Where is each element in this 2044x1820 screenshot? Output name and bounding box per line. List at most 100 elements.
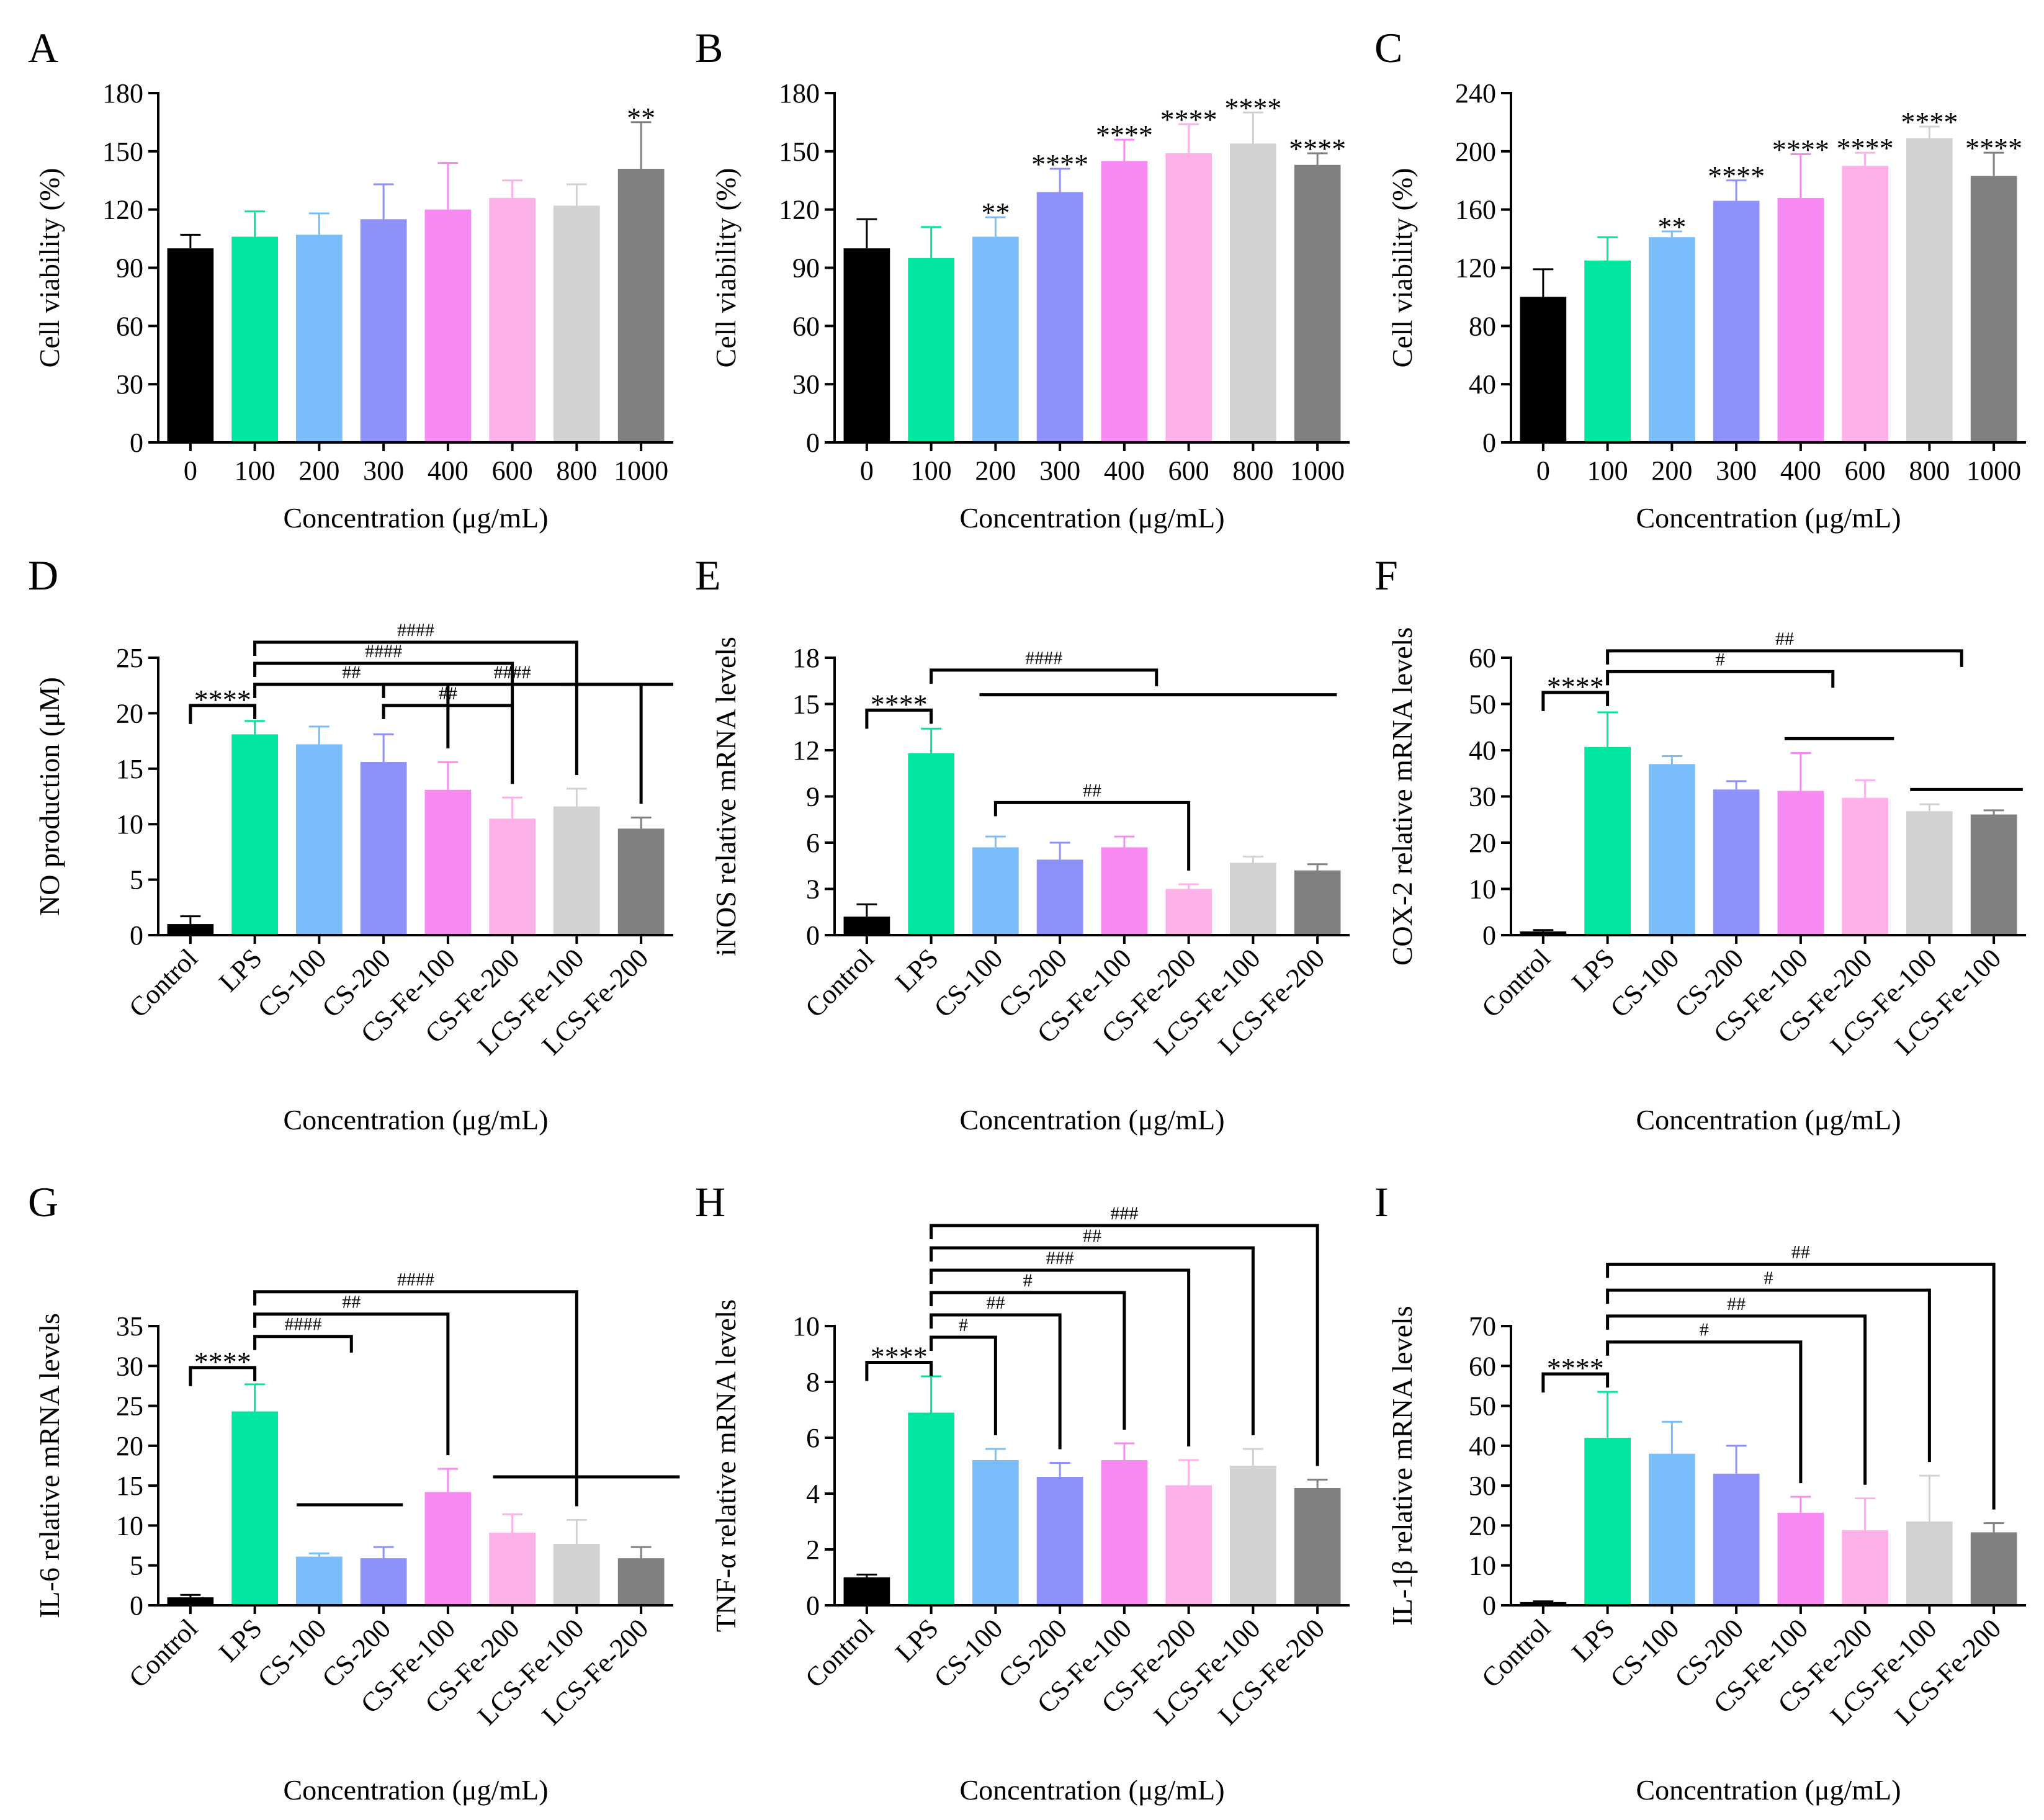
significance-bracket [382,704,514,784]
x-tick-label: CS-100 [928,1613,1009,1693]
y-tick-label: 18 [792,643,820,673]
significance-bracket [930,668,1159,686]
significance-label: ## [1775,629,1794,649]
bar [424,1492,472,1605]
significance-bracket [253,1290,578,1507]
bar [1230,863,1276,935]
significance-label: ## [1083,1226,1101,1246]
bar [1713,200,1760,442]
y-tick-label: 30 [1469,782,1496,812]
y-tick-label: 0 [806,428,820,458]
y-tick-label: 30 [792,369,820,400]
bar [1584,746,1631,935]
bar [843,248,890,442]
bar [1713,789,1760,935]
y-tick-label: 80 [1469,311,1496,341]
significance-label: ## [342,1292,361,1312]
bar [1777,1512,1824,1605]
y-tick-label: 15 [792,689,820,720]
significance-label: **** [871,688,928,720]
x-tick-label: LPS [213,943,267,997]
y-tick-label: 4 [806,1479,820,1509]
bar [296,235,343,442]
bar [296,744,343,935]
x-tick-label: 400 [1104,455,1145,486]
y-tick-label: 5 [130,1551,143,1581]
significance-label: ## [1083,780,1101,800]
panel-a: A ** 0 30 60 90 120 150 180 0 100 200 300 400 600 800 10… [28,24,673,534]
bar [1036,859,1083,935]
y-axis-title: COX-2 relative mRNA levels [1386,627,1418,966]
significance-bracket [1606,1262,1996,1510]
x-tick-label: CS-100 [252,943,333,1023]
x-axis-title: Concentration (μg/mL) [1636,1104,1901,1136]
bar [554,806,600,935]
y-tick-label: 20 [116,698,143,728]
x-tick-label: Control [123,943,204,1023]
y-tick-label: 180 [102,78,143,109]
bar [231,734,278,935]
x-tick-label: 800 [1909,455,1950,486]
significance-label: **** [1031,148,1088,180]
significance-label: **** [1096,119,1153,151]
y-tick-label: 9 [806,782,820,812]
y-axis-title: IL-6 relative mRNA levels [34,1313,65,1618]
bar [296,1556,343,1605]
y-tick-label: 10 [116,809,143,840]
y-tick-label: 70 [1469,1311,1496,1342]
bar [167,924,214,935]
significance-bracket [865,1361,933,1381]
x-tick-label: 1000 [1290,455,1345,486]
bar [1906,811,1953,935]
y-tick-label: 6 [806,828,820,858]
significance-label: **** [871,1341,928,1373]
significance-label: **** [1965,132,2022,164]
significance-label: **** [194,1346,251,1378]
y-tick-label: 40 [1469,369,1496,400]
y-tick-label: 25 [116,643,143,673]
x-tick-label: Control [123,1613,204,1693]
significance-label: #### [397,1270,434,1290]
y-tick-label: 8 [806,1367,820,1397]
y-tick-label: 120 [102,195,143,225]
panel-letter: H [695,1178,725,1226]
x-tick-label: 300 [1716,455,1757,486]
x-tick-label: LPS [1566,943,1620,997]
bar [1649,1453,1695,1605]
bar [908,1412,954,1605]
x-tick-label: 600 [1168,455,1209,486]
bar [360,762,407,935]
bar [1294,164,1341,442]
significance-bracket [1541,691,1610,711]
significance-label: **** [1708,160,1765,192]
x-tick-label: CS-100 [252,1613,333,1693]
bar [1165,1485,1212,1605]
y-tick-label: 160 [1455,195,1496,225]
bar [1649,237,1695,442]
y-tick-label: 0 [1482,428,1496,458]
y-tick-label: 6 [806,1423,820,1453]
y-tick-label: 40 [1469,735,1496,766]
x-axis-title: Concentration (μg/mL) [283,502,548,534]
panel-letter: C [1374,24,1402,71]
x-axis-title: Concentration (μg/mL) [1636,502,1901,534]
y-tick-label: 35 [116,1311,143,1342]
panel-letter: E [695,552,721,599]
x-tick-label: 600 [492,455,533,486]
significance-label: #### [397,620,434,640]
y-axis-title: TNF-α relative mRNA levels [710,1299,742,1632]
x-tick-label: 1000 [1966,455,2021,486]
x-tick-label: 400 [1780,455,1821,486]
bar [1713,1473,1760,1605]
y-tick-label: 20 [1469,828,1496,858]
y-tick-label: 15 [116,1471,143,1501]
bar [617,828,665,935]
y-axis-title: Cell viability (%) [1386,168,1418,368]
significance-label: ## [439,683,457,704]
y-tick-label: 2 [806,1535,820,1565]
significance-label: ### [1046,1248,1074,1268]
y-tick-label: 200 [1455,137,1496,167]
